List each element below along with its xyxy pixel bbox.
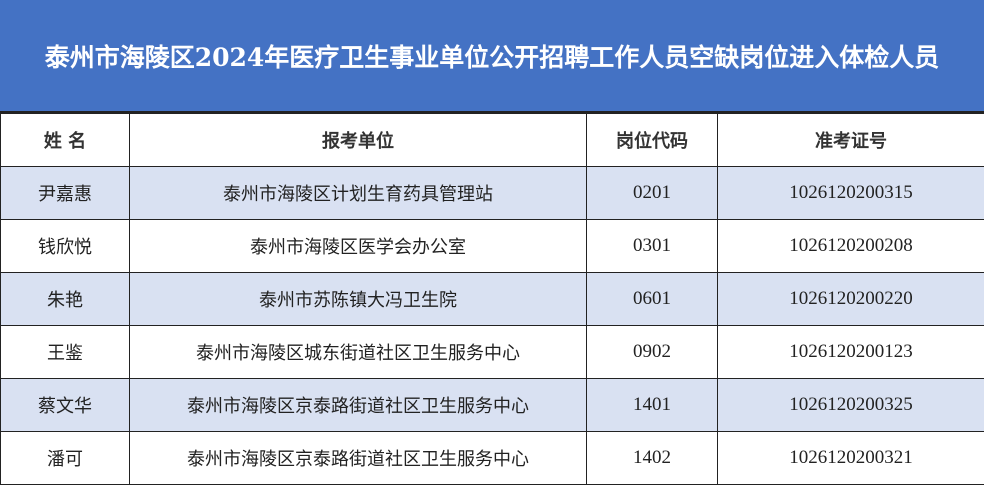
cell-unit: 泰州市苏陈镇大冯卫生院 [129, 272, 587, 326]
cell-unit: 泰州市海陵区京泰路街道社区卫生服务中心 [129, 431, 587, 485]
cell-code: 0601 [586, 272, 718, 326]
cell-name: 蔡文华 [0, 378, 130, 432]
header-unit: 报考单位 [129, 113, 587, 167]
header-name: 姓 名 [0, 113, 130, 167]
candidates-table: 姓 名 报考单位 岗位代码 准考证号 尹嘉惠 泰州市海陵区计划生育药具管理站 020… [0, 113, 984, 485]
cell-code: 1402 [586, 431, 718, 485]
cell-code: 1401 [586, 378, 718, 432]
cell-name: 尹嘉惠 [0, 166, 130, 220]
cell-unit: 泰州市海陵区计划生育药具管理站 [129, 166, 587, 220]
page-title: 泰州市海陵区2024年医疗卫生事业单位公开招聘工作人员空缺岗位进入体检人员 [0, 0, 984, 113]
table-row: 蔡文华 泰州市海陵区京泰路街道社区卫生服务中心 1401 1026120200325 [0, 378, 984, 432]
cell-exam-no: 1026120200123 [717, 325, 984, 379]
cell-name: 王鉴 [0, 325, 130, 379]
cell-unit: 泰州市海陵区医学会办公室 [129, 219, 587, 273]
header-row: 姓 名 报考单位 岗位代码 准考证号 [0, 113, 984, 167]
cell-exam-no: 1026120200325 [717, 378, 984, 432]
cell-name: 朱艳 [0, 272, 130, 326]
cell-code: 0201 [586, 166, 718, 220]
cell-name: 钱欣悦 [0, 219, 130, 273]
cell-code: 0301 [586, 219, 718, 273]
header-exam-no: 准考证号 [717, 113, 984, 167]
cell-exam-no: 1026120200321 [717, 431, 984, 485]
cell-code: 0902 [586, 325, 718, 379]
cell-unit: 泰州市海陵区京泰路街道社区卫生服务中心 [129, 378, 587, 432]
cell-name: 潘可 [0, 431, 130, 485]
table-row: 尹嘉惠 泰州市海陵区计划生育药具管理站 0201 1026120200315 [0, 166, 984, 220]
table-row: 潘可 泰州市海陵区京泰路街道社区卫生服务中心 1402 1026120200321 [0, 431, 984, 485]
cell-exam-no: 1026120200315 [717, 166, 984, 220]
cell-exam-no: 1026120200220 [717, 272, 984, 326]
cell-unit: 泰州市海陵区城东街道社区卫生服务中心 [129, 325, 587, 379]
cell-exam-no: 1026120200208 [717, 219, 984, 273]
table-row: 朱艳 泰州市苏陈镇大冯卫生院 0601 1026120200220 [0, 272, 984, 326]
table-row: 王鉴 泰州市海陵区城东街道社区卫生服务中心 0902 1026120200123 [0, 325, 984, 379]
header-code: 岗位代码 [586, 113, 718, 167]
table-row: 钱欣悦 泰州市海陵区医学会办公室 0301 1026120200208 [0, 219, 984, 273]
